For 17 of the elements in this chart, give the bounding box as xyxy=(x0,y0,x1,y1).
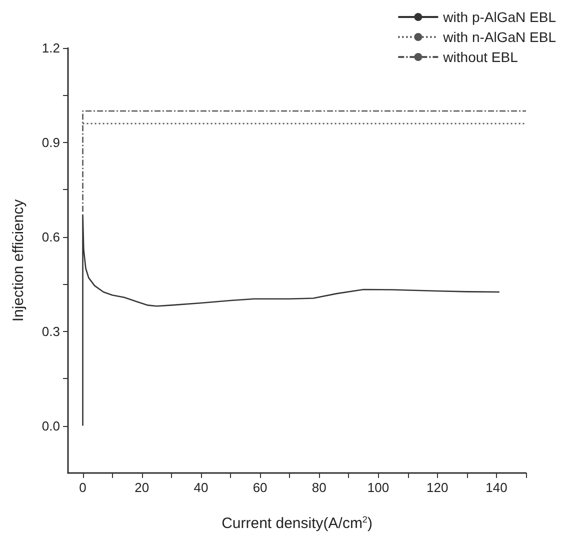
y-tick-label: 0.3 xyxy=(42,324,60,339)
y-axis-title: Injection efficiency xyxy=(10,198,27,322)
x-tick-label: 100 xyxy=(367,480,390,495)
x-tick-label: 80 xyxy=(312,480,326,495)
x-tick-label: 140 xyxy=(486,480,508,495)
x-tick-label: 60 xyxy=(252,480,268,495)
y-tick-label: 0.9 xyxy=(42,134,60,150)
y-tick-label: 0.6 xyxy=(42,229,60,244)
legend-label: without EBL xyxy=(442,49,518,65)
legend-label: with n-AlGaN EBL xyxy=(442,29,556,45)
x-tick-label: 20 xyxy=(134,480,150,495)
y-tick-label: 0.0 xyxy=(42,418,60,434)
y-tick-label: 1.2 xyxy=(42,40,60,56)
x-tick-label: 0 xyxy=(79,480,86,495)
x-tick-label: 120 xyxy=(426,480,448,495)
x-tick-label: 40 xyxy=(194,480,208,495)
legend-label: with p-AlGaN EBL xyxy=(442,9,556,25)
